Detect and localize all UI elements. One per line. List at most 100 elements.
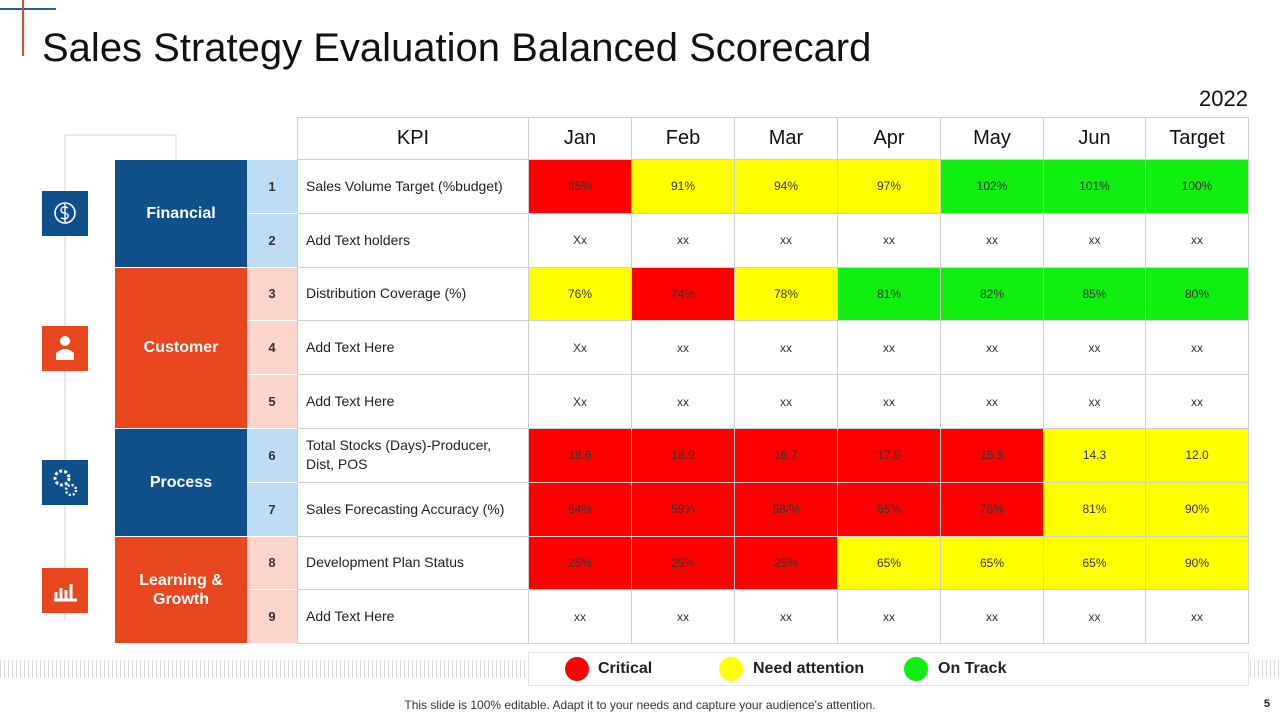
page-number: 5 [1263,698,1270,710]
value-cell: Xx [529,213,632,268]
value-cell: 25% [735,536,838,591]
value-cell: xx [838,321,941,376]
group-label: Process [115,429,247,537]
header-cell: Apr [838,117,941,160]
value-cell: 65% [838,482,941,537]
icon-glyph [64,483,78,497]
legend-label: Need attention [753,660,865,677]
legend-swatch [904,657,928,681]
value-cell: 16.7 [735,429,838,483]
value-cell: 59% [632,482,735,537]
value-cell: xx [838,213,941,268]
value-cell: Xx [529,321,632,376]
icon-glyph [54,584,77,602]
header-cell: KPI [297,117,529,160]
value-cell: 90% [1146,482,1249,537]
group-label: Learning & Growth [115,536,247,645]
value-cell: 58/% [735,482,838,537]
value-cell: 91% [632,160,735,214]
row-number: 4 [247,321,297,376]
value-cell: xx [1044,213,1146,268]
value-cell: 82% [941,267,1044,322]
value-cell: 76% [529,267,632,322]
icon-process [42,460,88,505]
row-number: 5 [247,375,297,429]
value-cell: xx [941,213,1044,268]
header-cell: Feb [632,117,735,160]
row-number: 2 [247,213,297,268]
value-cell: xx [1146,213,1249,268]
value-cell: xx [1146,375,1249,429]
value-cell: 17.5 [838,429,941,483]
value-cell: 85% [1044,267,1146,322]
value-cell: 101% [1044,160,1146,214]
value-cell: 90% [1146,536,1249,591]
accent-line [0,8,56,10]
icon-glyph [60,204,69,222]
value-cell: xx [838,375,941,429]
kpi-cell: Total Stocks (Days)-Producer, Dist, POS [297,429,529,483]
header-cell: May [941,117,1044,160]
value-cell: 18.9 [632,429,735,483]
value-cell: xx [529,590,632,645]
value-cell: xx [1044,321,1146,376]
row-number: 3 [247,267,297,322]
legend-swatch [719,657,743,681]
value-cell: 15.5 [941,429,1044,483]
slide-title: Sales Strategy Evaluation Balanced Score… [42,26,872,70]
value-cell: 14.3 [1044,429,1146,483]
value-cell: xx [632,213,735,268]
kpi-cell: Distribution Coverage (%) [297,267,529,322]
kpi-cell: Add Text Here [297,375,529,429]
value-cell: xx [632,590,735,645]
value-cell: 18.6 [529,429,632,483]
value-cell: xx [735,321,838,376]
value-cell: xx [941,321,1044,376]
value-cell: 74% [632,267,735,322]
accent-line [22,0,24,56]
value-cell: 81% [1044,482,1146,537]
header-cell: Jan [529,117,632,160]
stripe-band [0,660,528,678]
value-cell: xx [632,375,735,429]
value-cell: 12.0 [1146,429,1249,483]
kpi-cell: Add Text Here [297,321,529,376]
row-number: 1 [247,160,297,214]
icon-glyph [60,336,70,346]
value-cell: xx [1146,590,1249,645]
value-cell: 25% [529,536,632,591]
row-number: 9 [247,590,297,645]
value-cell: xx [632,321,735,376]
icon-glyph [56,349,74,360]
value-cell: xx [1044,590,1146,645]
footer-note: This slide is 100% editable. Adapt it to… [404,698,876,712]
value-cell: 65% [838,536,941,591]
legend-box [528,652,1249,686]
value-cell: xx [735,375,838,429]
value-cell: Xx [529,375,632,429]
legend-label: On Track [938,660,1007,677]
value-cell: xx [838,590,941,645]
kpi-cell: Sales Volume Target (%budget) [297,160,529,214]
icon-customer [42,326,88,371]
group-label: Financial [115,160,247,268]
value-cell: 65% [1044,536,1146,591]
value-cell: 81% [838,267,941,322]
icon-glyph [53,469,71,487]
row-number: 8 [247,536,297,591]
value-cell: 80% [1146,267,1249,322]
value-cell: 78% [735,267,838,322]
kpi-cell: Development Plan Status [297,536,529,591]
legend-swatch [565,657,589,681]
kpi-cell: Add Text Here [297,590,529,645]
header-cell: Mar [735,117,838,160]
value-cell: xx [735,213,838,268]
value-cell: xx [1146,321,1249,376]
value-cell: 97% [838,160,941,214]
header-cell: Jun [1044,117,1146,160]
value-cell: 76% [941,482,1044,537]
icon-glyph [54,202,76,224]
kpi-cell: Add Text holders [297,213,529,268]
value-cell: 100% [1146,160,1249,214]
